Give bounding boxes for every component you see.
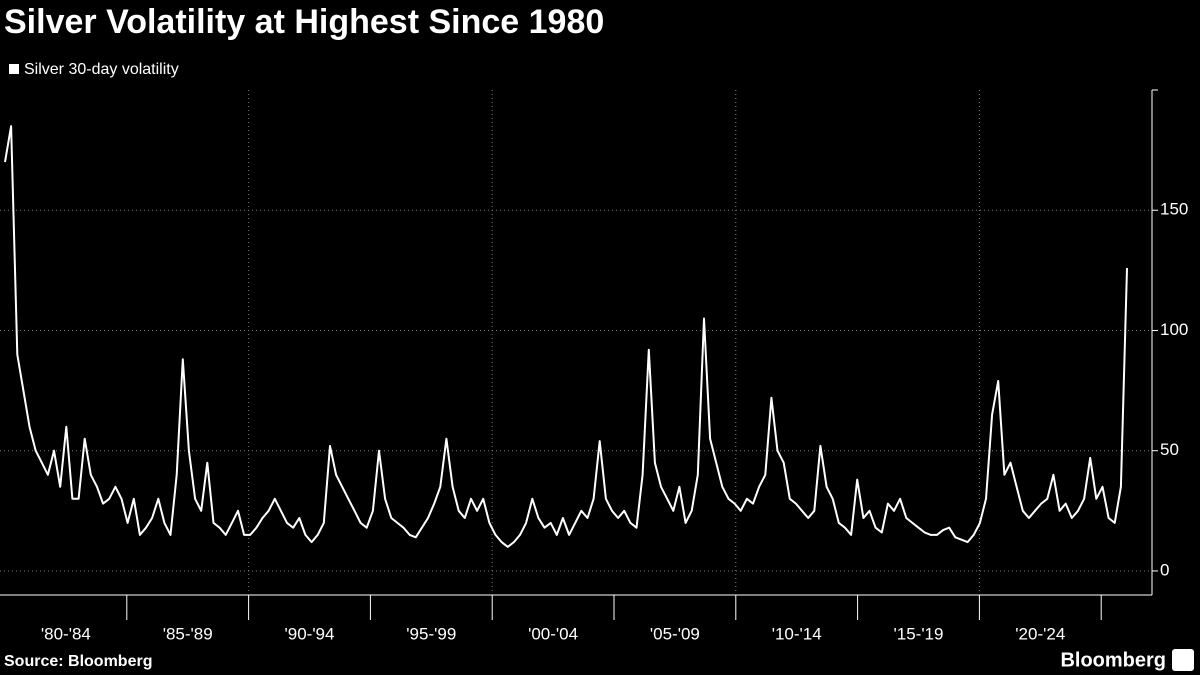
x-tick-label: '90-'94 [285, 624, 335, 643]
brand-icon [1172, 649, 1194, 671]
source: Source: Bloomberg [4, 653, 152, 670]
line [4, 125, 1128, 548]
brand: Bloomberg [1060, 649, 1166, 671]
y-tick-label: 0 [1160, 560, 1169, 579]
x-tick-label: '10-'14 [772, 624, 822, 643]
legend-label: Silver 30-day volatility [24, 61, 179, 78]
x-tick-label: '80-'84 [41, 624, 91, 643]
y-tick-label: 100 [1160, 320, 1188, 339]
chart-title: Silver Volatility at Highest Since 1980 [4, 3, 604, 41]
x-tick-label: '85-'89 [163, 624, 213, 643]
y-tick-label: 150 [1160, 200, 1188, 219]
legend-swatch [9, 64, 19, 74]
x-tick-label: '20-'24 [1015, 624, 1065, 643]
x-tick-label: '00-'04 [528, 624, 578, 643]
x-tick-label: '15-'19 [894, 624, 944, 643]
x-tick-label: '05-'09 [650, 624, 700, 643]
x-tick-label: '95-'99 [406, 624, 456, 643]
y-tick-label: 50 [1160, 440, 1179, 459]
